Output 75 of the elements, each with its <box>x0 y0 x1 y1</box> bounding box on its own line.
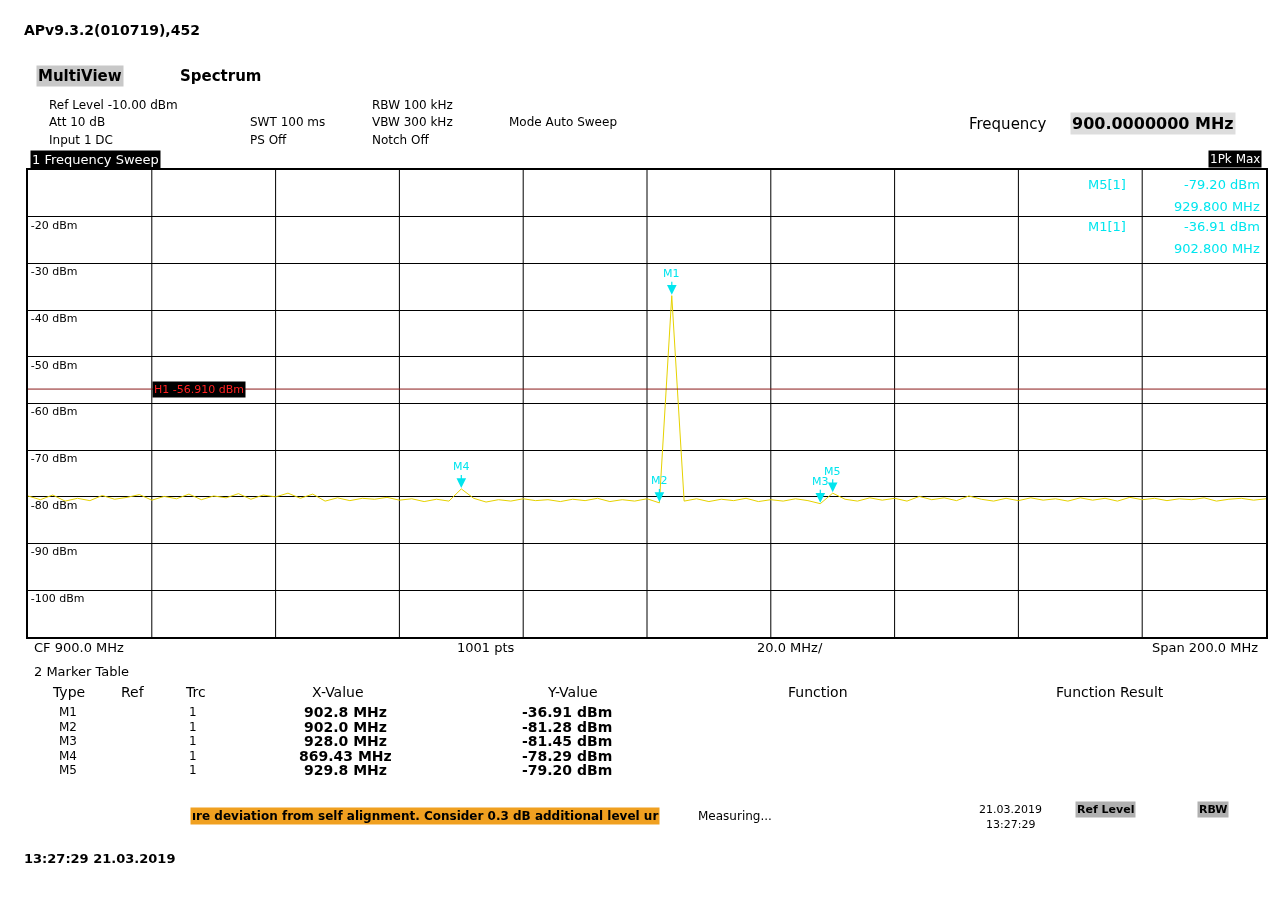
text: Function <box>788 684 848 700</box>
text: ıre deviation from self alignment. Consider 0.3 dB additional level ur <box>192 809 659 823</box>
text: RBW <box>1199 803 1228 816</box>
text: Span 200.0 MHz <box>1152 640 1259 655</box>
text: PS Off <box>250 133 288 147</box>
text: Type <box>52 684 86 700</box>
text: -81.45 dBm <box>522 733 613 749</box>
annotation: -36.91 dBm <box>1184 219 1260 234</box>
y-tick-label: -30 dBm <box>30 265 78 279</box>
y-tick-label: -20 dBm <box>30 218 78 232</box>
text: Input 1 DC <box>49 133 113 147</box>
text: Y-Value <box>547 684 598 700</box>
text: 13:27:29 <box>986 818 1036 831</box>
text: M5 <box>59 763 77 777</box>
text: Measuring... <box>698 809 772 823</box>
text: Ref Level <box>1077 803 1135 816</box>
text: 1 <box>189 720 197 734</box>
y-tick-label: -90 dBm <box>30 545 78 559</box>
text: MultiView <box>38 67 122 85</box>
text: Trc <box>185 684 206 700</box>
text: M2 <box>59 720 77 734</box>
text: Notch Off <box>372 133 430 147</box>
y-tick-label: -50 dBm <box>30 358 78 372</box>
text: 21.03.2019 <box>979 803 1042 816</box>
annotation: M4 <box>453 460 470 473</box>
text: 20.0 MHz/ <box>757 640 823 655</box>
annotation: M3 <box>812 475 829 488</box>
text: -36.91 dBm <box>522 704 613 720</box>
text: 1 <box>189 763 197 777</box>
text: Function Result <box>1056 684 1164 700</box>
text: 902.0 MHz <box>304 719 387 735</box>
annotation: 902.800 MHz <box>1174 241 1260 256</box>
y-tick-label: -60 dBm <box>30 405 78 419</box>
text: Mode Auto Sweep <box>509 115 617 129</box>
text: 902.8 MHz <box>304 704 387 720</box>
text: M4 <box>59 749 77 763</box>
annotation: M1[1] <box>1088 219 1126 234</box>
annotation: M1 <box>663 267 680 280</box>
text: 929.8 MHz <box>304 762 387 778</box>
text: 1 <box>189 734 197 748</box>
y-tick-label: -80 dBm <box>30 498 78 512</box>
text: 13:27:29 21.03.2019 <box>24 851 176 866</box>
annotation: M5 <box>824 465 841 478</box>
text: SWT 100 ms <box>250 115 326 129</box>
annotation: -79.20 dBm <box>1184 177 1260 192</box>
text: -79.20 dBm <box>522 762 613 778</box>
text: M1 <box>59 705 77 719</box>
text: 869.43 MHz <box>299 748 392 764</box>
text: Ref <box>121 684 145 700</box>
text: Att 10 dB <box>49 115 106 129</box>
y-tick-label: -100 dBm <box>30 592 85 606</box>
y-tick-label: -70 dBm <box>30 452 78 466</box>
text: M3 <box>59 734 77 748</box>
text: 1Pk Max <box>1210 152 1261 166</box>
text: -78.29 dBm <box>522 748 613 764</box>
annotation: M5[1] <box>1088 177 1126 192</box>
text: 1 <box>189 749 197 763</box>
text: 1 <box>189 705 197 719</box>
text: Frequency <box>969 115 1047 133</box>
text: Spectrum <box>180 67 262 85</box>
ref-line-label: H1 -56.910 dBm <box>154 383 244 396</box>
annotation: 929.800 MHz <box>1174 199 1260 214</box>
text: 2 Marker Table <box>34 664 130 679</box>
y-tick-label: -40 dBm <box>30 311 78 325</box>
text: CF 900.0 MHz <box>34 640 125 655</box>
text: 928.0 MHz <box>304 733 387 749</box>
text: 1 Frequency Sweep <box>32 152 159 167</box>
text: Ref Level -10.00 dBm <box>49 98 178 112</box>
text: -81.28 dBm <box>522 719 613 735</box>
text: X-Value <box>312 684 364 700</box>
text: 900.0000000 MHz <box>1072 114 1234 133</box>
text: VBW 300 kHz <box>372 115 453 129</box>
text: 1001 pts <box>457 640 515 655</box>
chart-title: APv9.3.2(010719),452 <box>24 22 200 38</box>
text: RBW 100 kHz <box>372 98 453 112</box>
